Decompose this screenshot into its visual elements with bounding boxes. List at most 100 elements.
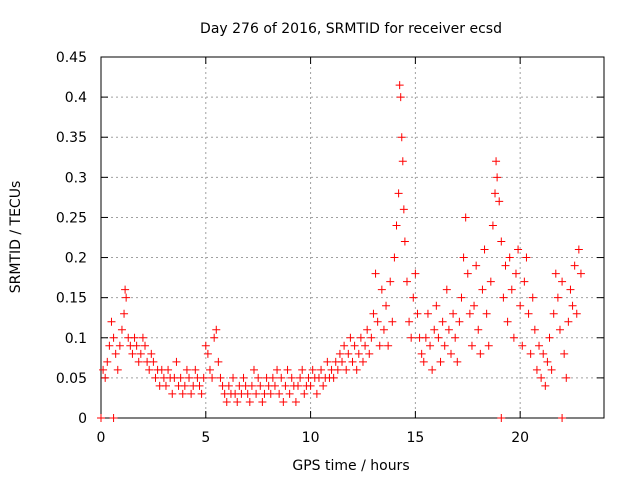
data-point	[501, 261, 510, 270]
data-point	[394, 189, 403, 198]
data-point	[373, 317, 382, 326]
data-point	[191, 365, 200, 374]
y-axis-title: SRMTID / TECUs	[8, 181, 24, 294]
data-point	[361, 341, 370, 350]
data-point	[239, 373, 248, 382]
data-point	[247, 381, 256, 390]
data-point	[138, 333, 147, 342]
data-point	[459, 253, 468, 262]
data-point	[99, 365, 108, 374]
data-point	[358, 357, 367, 366]
data-point	[516, 301, 525, 310]
data-point	[509, 333, 518, 342]
x-axis-title: GPS time / hours	[292, 458, 409, 474]
data-point	[484, 341, 493, 350]
data-point	[132, 341, 141, 350]
data-point	[564, 317, 573, 326]
data-point	[287, 373, 296, 382]
data-point	[560, 349, 569, 358]
data-point	[386, 277, 395, 286]
data-point	[222, 397, 231, 406]
data-point	[447, 349, 456, 358]
data-point	[329, 373, 338, 382]
data-point	[344, 349, 353, 358]
data-point	[254, 373, 263, 382]
data-point	[141, 341, 150, 350]
data-point	[180, 381, 189, 390]
data-point	[224, 381, 233, 390]
data-point	[553, 293, 562, 302]
data-point	[493, 173, 502, 182]
data-point	[243, 389, 252, 398]
data-point	[111, 349, 120, 358]
data-point	[535, 341, 544, 350]
data-point	[470, 301, 479, 310]
data-point	[149, 357, 158, 366]
data-point	[121, 285, 130, 294]
data-point	[440, 341, 449, 350]
data-point	[352, 365, 361, 374]
data-point	[492, 157, 501, 166]
data-point	[308, 365, 317, 374]
data-point	[390, 253, 399, 262]
data-point	[392, 221, 401, 230]
data-point	[208, 373, 217, 382]
plot-border	[100, 56, 605, 419]
data-point	[128, 349, 137, 358]
data-point	[103, 357, 112, 366]
data-point	[402, 277, 411, 286]
data-point	[382, 301, 391, 310]
data-point	[480, 245, 489, 254]
data-point	[423, 309, 432, 318]
data-point	[176, 373, 185, 382]
data-point	[511, 269, 520, 278]
data-point	[134, 357, 143, 366]
y-tick-label: 0.25	[56, 210, 87, 226]
data-point	[229, 373, 238, 382]
y-tick-label: 0.05	[56, 371, 87, 387]
data-point	[245, 397, 254, 406]
data-point	[122, 293, 131, 302]
data-point	[530, 325, 539, 334]
data-point	[472, 261, 481, 270]
x-tick-label: 15	[406, 430, 424, 446]
data-point	[256, 381, 265, 390]
data-point	[503, 317, 512, 326]
y-tick-label: 0.2	[65, 251, 87, 267]
data-point	[518, 341, 527, 350]
data-point	[421, 333, 430, 342]
data-point	[205, 365, 214, 374]
data-point	[568, 301, 577, 310]
data-point	[451, 333, 460, 342]
data-point	[539, 349, 548, 358]
data-point	[551, 269, 560, 278]
data-point	[371, 269, 380, 278]
data-point	[113, 365, 122, 374]
data-point	[505, 253, 514, 262]
data-point	[306, 381, 315, 390]
y-tick-label: 0.35	[56, 130, 87, 146]
data-point	[185, 373, 194, 382]
y-tick-label: 0.1	[65, 331, 87, 347]
data-point	[216, 373, 225, 382]
y-tick-label: 0.15	[56, 291, 87, 307]
data-point	[491, 189, 500, 198]
data-point	[377, 285, 386, 294]
x-tick-label: 10	[302, 430, 320, 446]
data-point	[576, 269, 585, 278]
data-point	[335, 349, 344, 358]
x-tick-label: 5	[201, 430, 210, 446]
data-point	[369, 309, 378, 318]
data-point	[161, 381, 170, 390]
data-point	[549, 309, 558, 318]
data-point	[294, 381, 303, 390]
x-tick-label: 20	[511, 430, 529, 446]
data-point	[432, 301, 441, 310]
data-point	[117, 325, 126, 334]
data-point	[430, 325, 439, 334]
data-point	[151, 373, 160, 382]
data-point	[426, 341, 435, 350]
data-point	[367, 333, 376, 342]
data-point	[497, 237, 506, 246]
